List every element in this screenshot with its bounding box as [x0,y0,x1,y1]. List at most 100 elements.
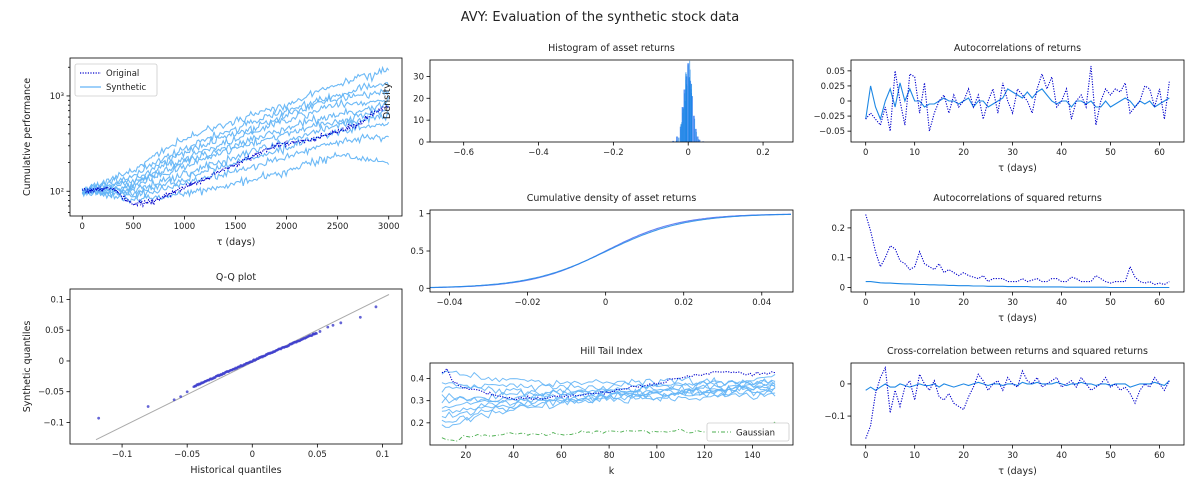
y-tick-label: 10³ [50,92,64,102]
y-tick-label: 10² [50,187,64,197]
legend-label-original: Original [106,69,139,79]
y-tick-label: 0 [840,97,845,107]
qq-point [146,405,150,408]
original-series [865,365,1170,439]
y-tick-label: −0.05 [38,388,64,398]
y-tick-label: −0.025 [814,112,845,122]
x-tick-label: 30 [1007,148,1018,158]
plot-area [865,65,1170,132]
axes-frame [850,362,1185,446]
synthetic-series [441,370,776,388]
qq-point [315,332,318,335]
synthetic-series [441,389,776,428]
synthetic-series [81,101,389,198]
x-tick-label: −0.6 [453,148,474,158]
panel-hill-tail-index: 20 40 60 80 100 120 140 0.2 0.3 0.4 Hill Tail Inde… [410,346,794,477]
x-tick-label: 40 [1056,451,1067,461]
x-tick-label: 40 [1056,148,1067,158]
x-tick-label: −0.1 [112,450,133,460]
x-tick-label: 2500 [327,222,349,232]
qq-reference-line [95,294,390,441]
plot-area [81,65,390,208]
axes: 0 10 20 30 40 50 60 −0.05 −0.025 0 0.025 0.05 Autoco… [814,43,1185,174]
original-series [441,367,777,401]
x-axis-label: τ (days) [217,237,256,248]
panel-cross-correlation: 0 10 20 30 40 50 60 −0.1 0 Cross-correlation betw… [824,346,1185,477]
x-axis-label: τ (days) [998,466,1037,477]
panel-title: Hill Tail Index [580,346,643,357]
panel-title: Autocorrelations of returns [954,43,1081,54]
panel-title: Q-Q plot [216,272,256,283]
panel-qq-plot: −0.1 −0.05 0 0.05 0.1 −0.1 −0.05 0 0.05 0.1 Q-Q pl… [22,272,403,476]
gaussian-series [441,421,776,442]
hist-bar [686,85,688,142]
y-tick-label: 0 [840,380,845,390]
legend: Gaussian [706,422,790,442]
hist-bar [684,100,686,142]
x-tick-label: 60 [556,451,567,461]
hist-bar [689,85,690,142]
panel-title: Autocorrelations of squared returns [933,193,1102,204]
y-tick-label: 0.1 [50,295,64,305]
y-tick-label: 0.05 [826,67,845,77]
y-tick-label: 0.2 [831,224,845,234]
synthetic-series [441,378,776,393]
panel-autocorr-returns: 0 10 20 30 40 50 60 −0.05 −0.025 0 0.025 0.05 Autoco… [814,43,1185,174]
y-tick-label: 0 [419,138,424,148]
hist-bar [698,139,700,142]
axes-frame [850,59,1185,143]
axes: 0 10 20 30 40 50 60 0 0.1 0.2 Autocorrelations of … [831,193,1185,324]
synthetic-series [81,82,390,195]
plot-area [865,365,1170,439]
x-tick-label: 40 [508,451,519,461]
hist-bar [676,136,678,142]
x-tick-label: 0 [686,148,691,158]
y-tick-label: 0 [840,284,845,294]
axes-frame [429,209,794,293]
qq-point [358,315,362,319]
x-axis-label: k [609,466,615,477]
synthetic-series [441,384,776,419]
x-axis-label: τ (days) [998,313,1037,324]
synthetic-series [441,392,776,404]
hist-bar [692,115,695,142]
x-tick-label: −0.02 [515,298,541,308]
qq-point [318,330,322,333]
panel-histogram: −0.6 −0.4 −0.2 0 0.2 0 10 20 30 Histogram of asse… [382,43,794,158]
hist-bar [680,129,682,142]
x-tick-label: −0.4 [528,148,549,158]
x-tick-label: 30 [1007,451,1018,461]
qq-point [185,390,189,394]
synthetic-series [865,281,1170,289]
qq-point [339,321,343,325]
x-tick-label: 0.1 [376,450,390,460]
y-tick-label: 0 [59,357,64,367]
panel-title: Cumulative density of asset returns [527,193,697,204]
x-tick-label: 2000 [276,222,298,232]
qq-point [312,332,315,336]
axes: 0 10 20 30 40 50 60 −0.1 0 Cross-correlation betw… [824,346,1185,477]
y-axis-label: Synthetic quantiles [22,321,33,413]
x-tick-label: 0 [250,450,255,460]
hist-bar [698,139,701,142]
x-tick-label: 40 [1056,298,1067,308]
cdf-synthetic [430,213,791,289]
panel-cdf: −0.04 −0.02 0 0.02 0.04 0 0.5 1 Cumulative densi… [410,193,794,308]
x-tick-label: 60 [1154,148,1165,158]
y-tick-label: 0.4 [410,375,424,385]
plot-area [95,294,390,441]
axes: −0.04 −0.02 0 0.02 0.04 0 0.5 1 Cumulative densi… [410,193,794,308]
y-tick-label: 0.025 [821,82,845,92]
x-tick-label: 50 [1105,148,1116,158]
hist-bar [683,108,684,142]
x-tick-label: 0 [80,222,85,232]
x-tick-label: 0 [603,298,608,308]
y-tick-label: 1 [419,210,424,220]
hist-bar [694,118,696,142]
x-tick-label: 0 [863,451,868,461]
x-axis-label: Historical quantiles [190,465,281,476]
x-tick-label: 60 [1154,298,1165,308]
y-tick-label: 10 [413,116,424,126]
x-tick-label: 1500 [225,222,247,232]
figure-title: AVY: Evaluation of the synthetic stock d… [461,10,739,25]
